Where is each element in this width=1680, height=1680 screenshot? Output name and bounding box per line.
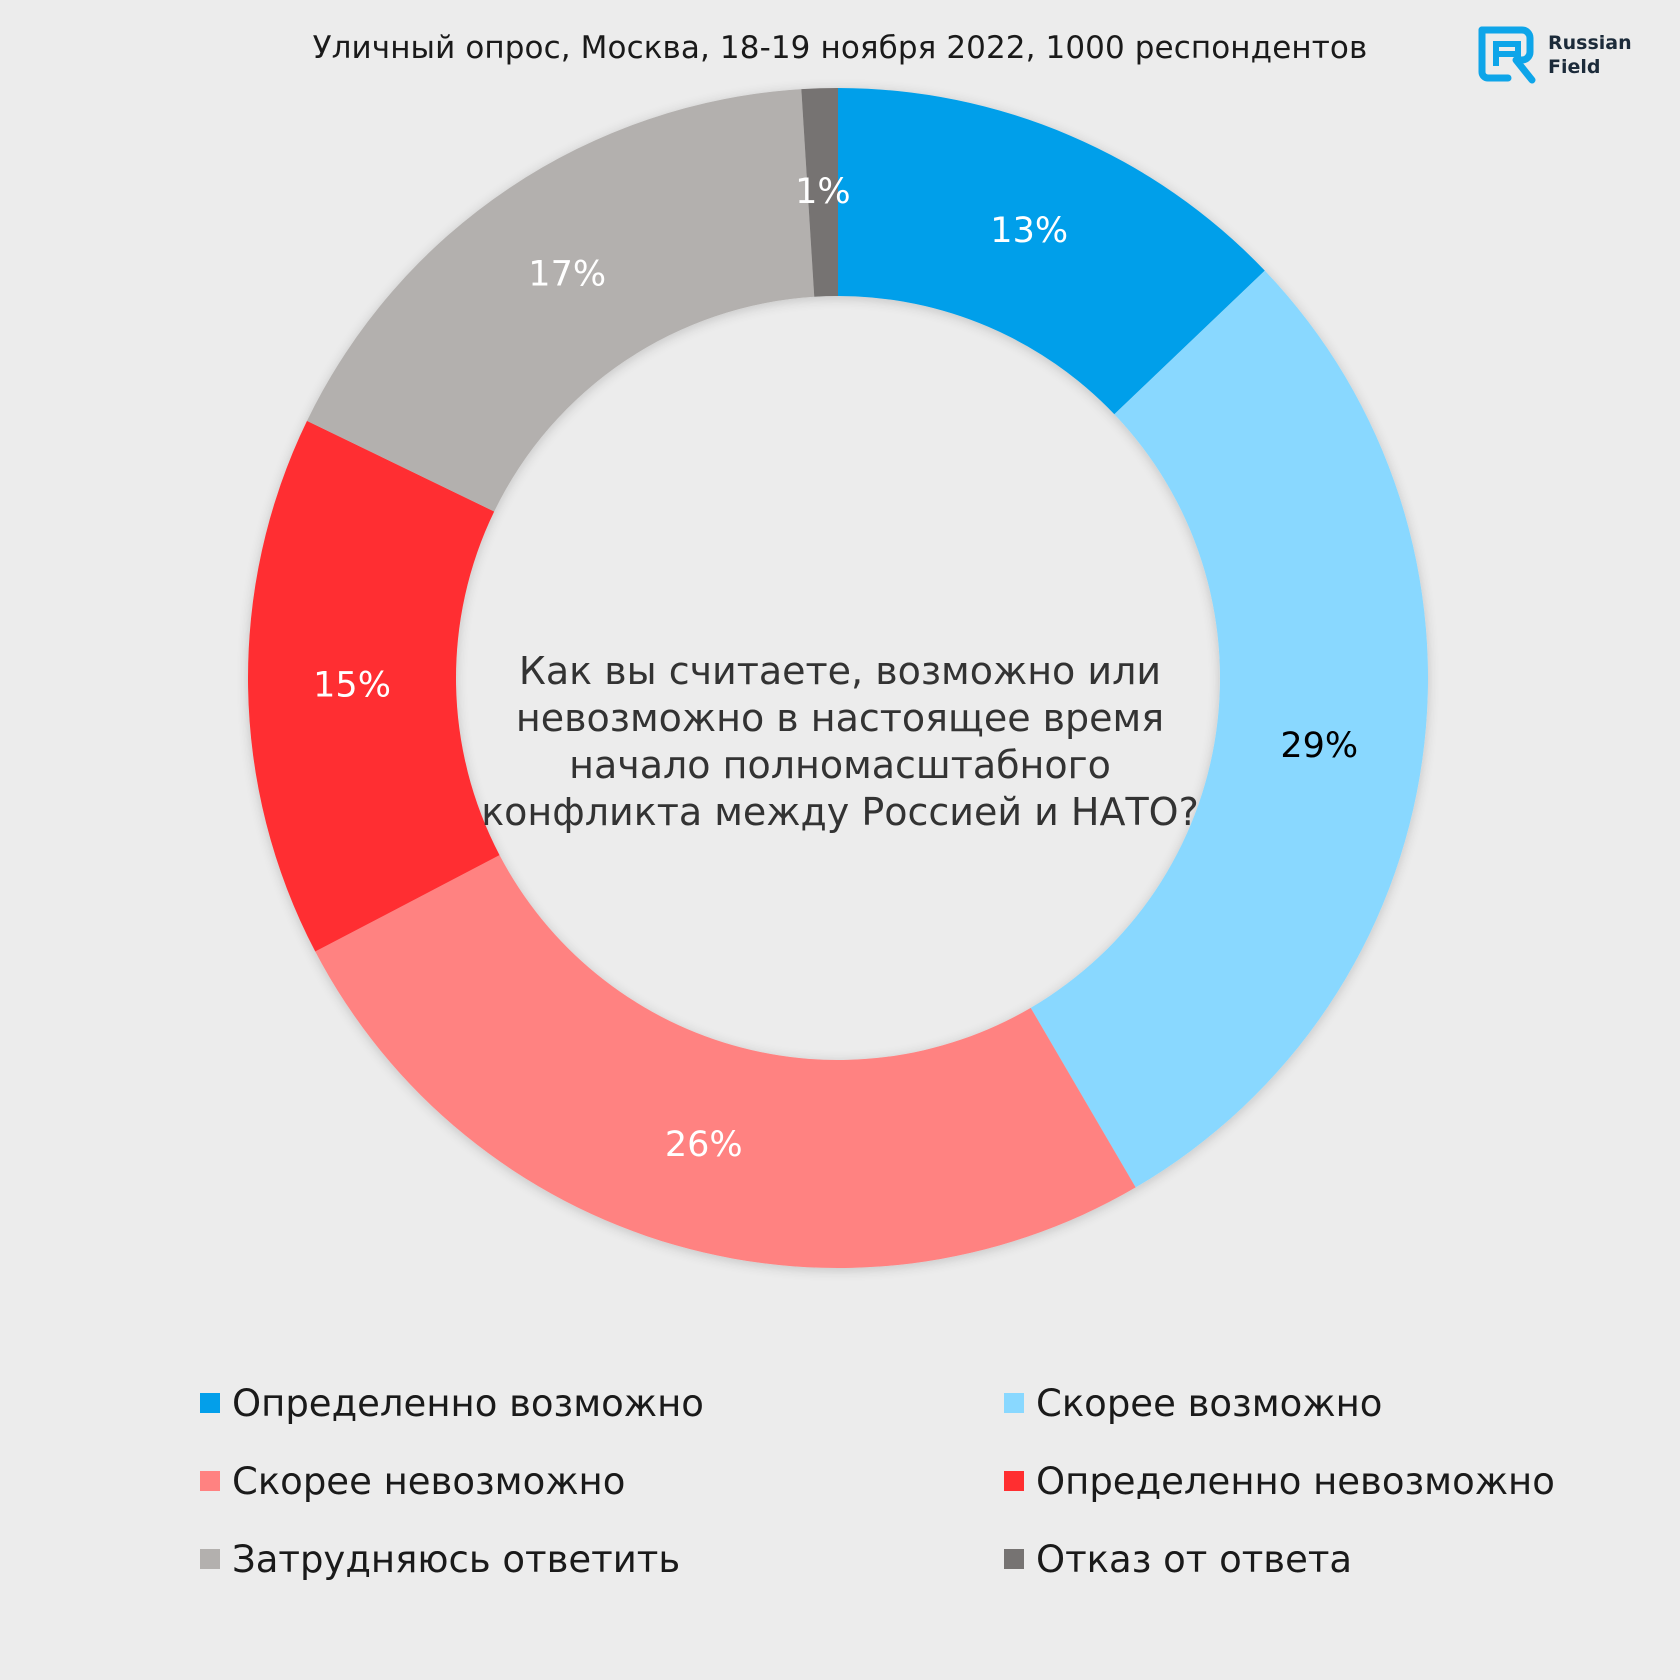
legend-label-0: Определенно возможно: [232, 1381, 704, 1425]
chart-subtitle: Уличный опрос, Москва, 18-19 ноября 2022…: [312, 30, 1368, 66]
donut-chart-area: 13% 29% 26% 15% 17% 1% Как вы считаете, возмо…: [247, 88, 1429, 1268]
legend-swatch-1: [1004, 1393, 1024, 1413]
legend-item-4: Затрудняюсь ответить: [200, 1534, 680, 1584]
slice-value-label-2: 26%: [665, 1125, 743, 1165]
slice-value-label-0: 13%: [990, 211, 1068, 251]
legend-label-5: Отказ от ответа: [1036, 1537, 1353, 1581]
legend-swatch-3: [1004, 1471, 1024, 1491]
value-label-layer: 13% 29% 26% 15% 17% 1%: [313, 172, 1358, 1165]
legend-item-0: Определенно возможно: [200, 1378, 704, 1428]
slice-layer: [247, 88, 1429, 1268]
legend-label-2: Скорее невозможно: [232, 1459, 626, 1503]
donut-slice-5: [801, 88, 838, 297]
legend-swatch-2: [200, 1471, 220, 1491]
slice-value-label-1: 29%: [1280, 726, 1358, 766]
legend-label-1: Скорее возможно: [1036, 1381, 1383, 1425]
legend-swatch-4: [200, 1549, 220, 1569]
slice-value-label-4: 17%: [528, 254, 606, 294]
legend-item-5: Отказ от ответа: [1004, 1534, 1352, 1584]
legend-item-1: Скорее возможно: [1004, 1378, 1382, 1428]
donut-chart: 13% 29% 26% 15% 17% 1%: [247, 88, 1429, 1268]
donut-slice-4: [306, 89, 815, 512]
legend-swatch-5: [1004, 1549, 1024, 1569]
legend-item-2: Скорее невозможно: [200, 1456, 625, 1506]
donut-slice-0: [838, 88, 1265, 415]
donut-slice-3: [247, 420, 500, 952]
brand-logo: Russian Field: [1476, 22, 1636, 92]
logo-text: Russian Field: [1548, 31, 1632, 79]
legend-label-4: Затрудняюсь ответить: [232, 1537, 681, 1581]
slice-value-label-5: 1%: [795, 172, 851, 212]
legend-item-3: Определенно невозможно: [1004, 1456, 1555, 1506]
legend-swatch-0: [200, 1393, 220, 1413]
chart-question: Как вы считаете, возможно или невозможно…: [481, 649, 1199, 834]
logo-line-1: Russian: [1548, 32, 1632, 54]
donut-slice-1: [1030, 270, 1429, 1188]
legend-label-3: Определенно невозможно: [1036, 1459, 1555, 1503]
russian-field-logo-icon: [1478, 26, 1536, 84]
logo-line-2: Field: [1548, 56, 1601, 78]
slice-value-label-3: 15%: [313, 666, 391, 706]
donut-slice-2: [315, 855, 1136, 1268]
